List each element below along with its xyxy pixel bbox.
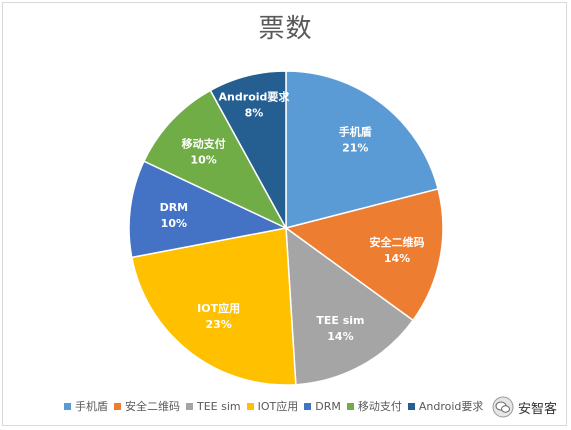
legend-label: 安全二维码: [125, 400, 180, 413]
legend-swatch: [64, 402, 71, 410]
slice-value-label: 8%: [245, 106, 264, 119]
pie-slice: [209, 70, 287, 229]
legend-item: 安全二维码: [114, 398, 180, 414]
watermark: 安智客: [492, 396, 557, 418]
legend-swatch: [304, 402, 312, 410]
chart-frame: [2, 2, 567, 426]
legend: 手机盾 安全二维码 TEE sim IOT应用 DRM 移动支付 Android要求: [64, 398, 489, 414]
watermark-text: 安智客: [517, 401, 557, 417]
pie-slice: [142, 89, 288, 230]
wechat-icon: [492, 396, 514, 418]
legend-item: DRM: [304, 400, 341, 413]
legend-swatch: [346, 402, 354, 410]
pie-slice: [128, 160, 289, 259]
legend-swatch: [407, 402, 415, 410]
slice-category-label: DRM: [160, 201, 189, 214]
legend-label: IOT应用: [257, 400, 299, 413]
legend-label: DRM: [315, 399, 341, 413]
legend-label: Android要求: [418, 400, 484, 413]
legend-label: TEE sim: [197, 399, 241, 413]
slice-value-label: 23%: [205, 318, 231, 331]
slice-value-label: 14%: [327, 330, 353, 343]
slice-value-label: 10%: [161, 217, 187, 230]
legend-item: IOT应用: [246, 398, 299, 414]
slice-category-label: 移动支付: [182, 137, 226, 151]
pie-slice: [284, 188, 444, 322]
legend-swatch: [246, 402, 254, 410]
legend-item: Android要求: [407, 398, 484, 414]
slice-value-label: 21%: [342, 142, 368, 155]
slice-category-label: IOT应用: [197, 301, 240, 315]
legend-item: 手机盾: [64, 398, 108, 414]
slice-category-label: 手机盾: [339, 125, 372, 139]
legend-item: TEE sim: [186, 400, 241, 413]
pie-slice: [130, 227, 297, 386]
legend-swatch: [186, 402, 193, 410]
slice-category-label: TEE sim: [316, 314, 364, 327]
slice-value-label: 10%: [190, 154, 216, 167]
legend-label: 手机盾: [75, 400, 108, 413]
chart-title: 票数: [258, 14, 313, 44]
legend-item: 移动支付: [346, 398, 402, 414]
slice-category-label: Android要求: [219, 89, 291, 103]
slice-value-label: 14%: [384, 252, 410, 265]
pie-slice: [285, 70, 439, 229]
legend-label: 移动支付: [357, 400, 402, 413]
pie-slice: [285, 226, 415, 386]
slice-category-label: 安全二维码: [370, 235, 425, 249]
legend-swatch: [114, 402, 121, 410]
